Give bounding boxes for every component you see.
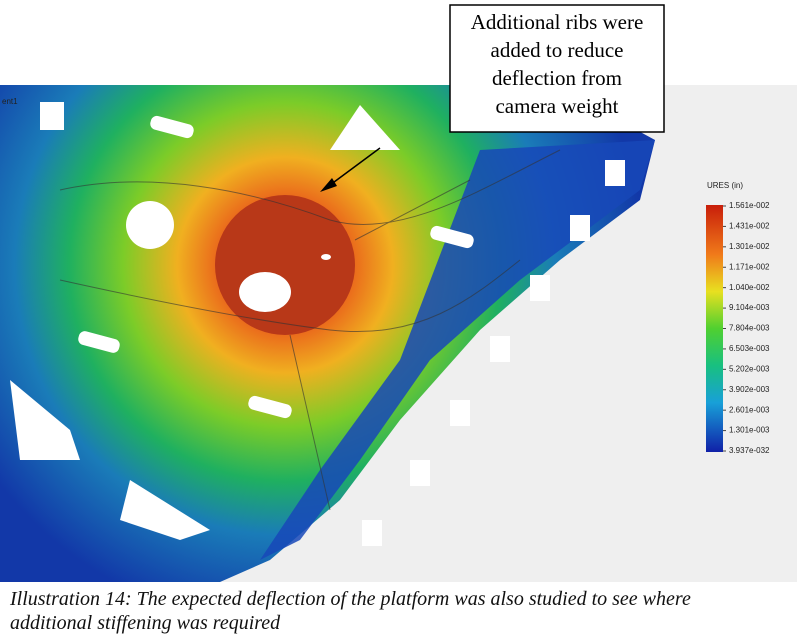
holes [10, 102, 625, 546]
callout-line: Additional ribs were [471, 10, 644, 34]
arrow-head [320, 178, 337, 192]
callout-arrow [325, 147, 381, 189]
legend-label: 1.171e-002 [729, 262, 770, 271]
callout-line: added to reduce [491, 38, 624, 62]
legend-label: 9.104e-003 [729, 303, 770, 312]
rib-lines [59, 149, 561, 511]
legend-label: 6.503e-003 [729, 344, 770, 353]
color-bar [706, 205, 723, 452]
view-label: ent1 [2, 97, 18, 106]
legend-label: 5.202e-003 [729, 364, 770, 373]
legend-label: 7.804e-003 [729, 324, 770, 333]
callout-box [449, 4, 665, 133]
legend-title: URES (in) [707, 181, 743, 190]
callout-line: camera weight [495, 94, 618, 118]
legend-labels: 1.561e-002 1.431e-002 1.301e-002 1.171e-002… [723, 201, 770, 455]
caption-line: Illustration 14: The expected deflection… [10, 588, 691, 610]
caption-line: additional stiffening was required [10, 612, 281, 634]
legend-label: 3.902e-003 [729, 385, 770, 394]
side-rail [260, 140, 655, 560]
legend-label: 3.937e-032 [729, 446, 770, 455]
legend-label: 2.601e-003 [729, 405, 770, 414]
legend-label: 1.561e-002 [729, 201, 770, 210]
legend-label: 1.301e-002 [729, 242, 770, 251]
callout: Additional ribs were added to reduce defle… [471, 10, 644, 118]
legend-label: 1.040e-002 [729, 283, 770, 292]
figure: ent1 Additional ribs were added to reduce… [0, 4, 797, 582]
callout-line: deflection from [492, 66, 622, 90]
legend-label: 1.431e-002 [729, 222, 770, 231]
legend-label: 1.301e-003 [729, 426, 770, 435]
